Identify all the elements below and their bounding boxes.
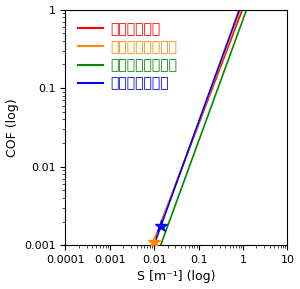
スリップなシ <box>224 50 228 54</box>
静止面でスリップ <box>214 91 218 94</box>
両面でスリップ <box>235 16 238 19</box>
両面でスリップ <box>223 49 226 52</box>
両面でスリップ <box>202 107 206 110</box>
運動面でスリップ <box>154 236 158 239</box>
静止面でスリップ <box>243 13 247 17</box>
運動面でスリップ <box>220 59 224 62</box>
両面でスリップ <box>172 189 175 192</box>
スリップなシ <box>210 88 214 92</box>
Legend: スリップなシ, 運動面でスリップ, 静止面でスリップ, 両面でスリップ: スリップなシ, 運動面でスリップ, 静止面でスリップ, 両面でスリップ <box>72 16 182 96</box>
運動面でスリップ <box>232 25 236 29</box>
Line: スリップなシ: スリップなシ <box>103 0 287 289</box>
静止面でスリップ <box>191 156 194 159</box>
Y-axis label: COF (log): COF (log) <box>6 98 19 157</box>
運動面でスリップ <box>198 118 202 121</box>
静止面でスリップ <box>143 287 147 289</box>
Line: 運動面でスリップ: 運動面でスリップ <box>128 0 287 289</box>
静止面でスリップ <box>228 54 232 57</box>
X-axis label: S [m⁻¹] (log): S [m⁻¹] (log) <box>137 271 216 284</box>
運動面でスリップ <box>167 201 170 205</box>
Line: 静止面でスリップ: 静止面でスリップ <box>114 0 287 289</box>
スリップなシ <box>149 248 152 252</box>
静止面でスリップ <box>157 249 160 252</box>
スリップなシ <box>185 154 188 158</box>
両面でスリップ <box>160 223 163 226</box>
スリップなシ <box>134 287 138 289</box>
スリップなシ <box>240 9 244 13</box>
Line: 両面でスリップ: 両面でスリップ <box>134 0 287 289</box>
